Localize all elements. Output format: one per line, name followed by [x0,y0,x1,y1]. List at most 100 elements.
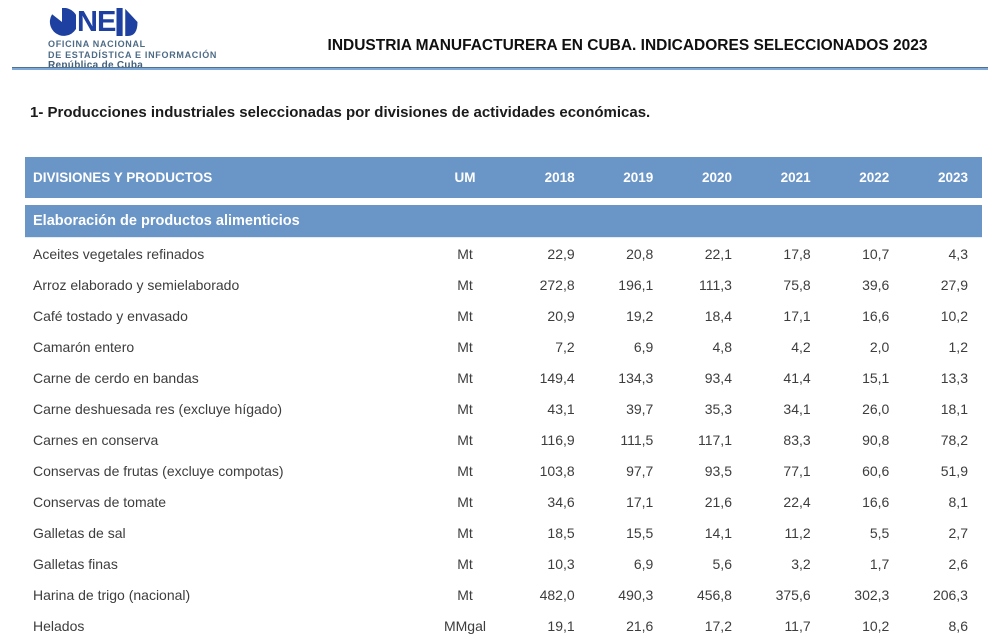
value-cell: 490,3 [618,586,654,603]
table-row: Carne deshuesada res (excluye hígado) Mt 4… [25,393,982,424]
value-cell: 6,9 [633,338,654,355]
header-rule [12,67,988,70]
value-cell: 375,6 [775,586,811,603]
unit-cell: Mt [457,431,473,448]
value-cell: 482,0 [539,586,575,603]
year-column-header: 2020 [701,170,732,185]
year-column-header: 2019 [623,170,654,185]
value-cell: 22,9 [547,245,575,262]
value-cell: 22,4 [783,493,811,510]
product-name: Galletas finas [33,555,118,572]
value-cell: 103,8 [539,462,575,479]
col-header-products: DIVISIONES Y PRODUCTOS [33,170,213,185]
report-title: INDUSTRIA MANUFACTURERA EN CUBA. INDICAD… [327,37,928,54]
document-header: NE OFICINA NACIONAL DE ESTADÍSTICA E INF… [0,0,1000,72]
value-cell: 116,9 [540,431,575,448]
year-column-header: 2021 [780,170,811,185]
header-gap [25,198,982,205]
value-cell: 51,9 [940,462,968,479]
value-cell: 2,7 [948,524,968,541]
logo-o-icon [48,8,76,36]
group-header-row: Elaboración de productos alimenticios [25,205,982,238]
products-table: DIVISIONES Y PRODUCTOS UM 2018 2019 2020 20… [25,157,982,641]
table-row: Carnes en conserva Mt 116,9 111,5 117,1 83,3 9… [25,424,982,455]
value-cell: 22,1 [704,245,732,262]
value-cell: 5,6 [712,555,732,572]
year-column-header: 2023 [937,170,968,185]
value-cell: 111,5 [620,431,654,448]
unit-cell: Mt [457,493,473,510]
value-cell: 34,1 [783,400,811,417]
value-cell: 26,0 [862,400,890,417]
unit-cell: Mt [457,586,473,603]
value-cell: 39,6 [862,276,890,293]
value-cell: 8,1 [948,493,968,510]
product-name: Harina de trigo (nacional) [33,586,191,603]
table-row: Arroz elaborado y semielaborado Mt 272,8 19… [25,269,982,300]
value-cell: 19,2 [626,307,654,324]
table-row: Camarón entero Mt 7,2 6,9 4,8 4,2 2,0 1,2 [25,331,982,362]
value-cell: 11,2 [784,524,811,541]
value-cell: 17,2 [704,617,732,634]
value-cell: 18,5 [547,524,575,541]
value-cell: 35,3 [704,400,732,417]
country-line: República de Cuba [48,60,144,71]
value-cell: 6,9 [633,555,654,572]
unit-cell: Mt [457,338,473,355]
value-cell: 15,5 [626,524,654,541]
value-cell: 149,4 [539,369,575,386]
product-name: Arroz elaborado y semielaborado [33,276,240,293]
logo-org-text: OFICINA NACIONAL DE ESTADÍSTICA E INFORM… [48,39,217,72]
unit-cell: Mt [457,462,473,479]
org-line-1: OFICINA NACIONAL [48,39,146,49]
unit-cell: Mt [457,555,473,572]
value-cell: 15,1 [862,369,890,386]
value-cell: 10,2 [940,307,968,324]
value-cell: 18,1 [940,400,968,417]
table-row: Conservas de tomate Mt 34,6 17,1 21,6 22,4 16,… [25,486,982,517]
logo-letters: NE [77,6,116,38]
unit-cell: Mt [457,524,473,541]
value-cell: 5,5 [869,524,890,541]
value-cell: 1,2 [948,338,968,355]
product-name: Carnes en conserva [33,431,159,448]
table-row: Conservas de frutas (excluye compotas) Mt… [25,455,982,486]
value-cell: 10,2 [862,617,890,634]
value-cell: 11,7 [784,617,811,634]
value-cell: 10,7 [862,245,890,262]
value-cell: 77,1 [783,462,811,479]
unit-cell: Mt [457,276,473,293]
value-cell: 17,8 [783,245,811,262]
col-header-um: UM [454,170,476,185]
table-header-row: DIVISIONES Y PRODUCTOS UM 2018 2019 2020 20… [25,157,982,198]
table-row: Galletas de sal Mt 18,5 15,5 14,1 11,2 5,5 2,7 [25,517,982,548]
logo-i-icon [116,8,138,36]
product-name: Galletas de sal [33,524,126,541]
table-row: Carne de cerdo en bandas Mt 149,4 134,3 93,4… [25,362,982,393]
value-cell: 13,3 [940,369,968,386]
value-cell: 16,6 [862,493,890,510]
value-cell: 43,1 [547,400,575,417]
table-row: Café tostado y envasado Mt 20,9 19,2 18,4 17,… [25,300,982,331]
value-cell: 41,4 [783,369,811,386]
value-cell: 206,3 [932,586,968,603]
table-body: Aceites vegetales refinados Mt 22,9 20,8 22,… [25,238,982,641]
value-cell: 97,7 [626,462,654,479]
product-name: Conservas de frutas (excluye compotas) [33,462,284,479]
unit-cell: Mt [457,369,473,386]
product-name: Carne deshuesada res (excluye hígado) [33,400,283,417]
value-cell: 7,2 [555,338,575,355]
value-cell: 78,2 [940,431,968,448]
value-cell: 456,8 [696,586,732,603]
value-cell: 21,6 [704,493,732,510]
product-name: Café tostado y envasado [33,307,188,324]
value-cell: 19,1 [547,617,575,634]
value-cell: 90,8 [862,431,890,448]
value-cell: 8,6 [948,617,968,634]
unit-cell: Mt [457,307,473,324]
value-cell: 93,5 [704,462,732,479]
product-name: Camarón entero [33,338,135,355]
product-name: Aceites vegetales refinados [33,245,205,262]
table-row: Aceites vegetales refinados Mt 22,9 20,8 22,… [25,238,982,269]
value-cell: 134,3 [618,369,654,386]
